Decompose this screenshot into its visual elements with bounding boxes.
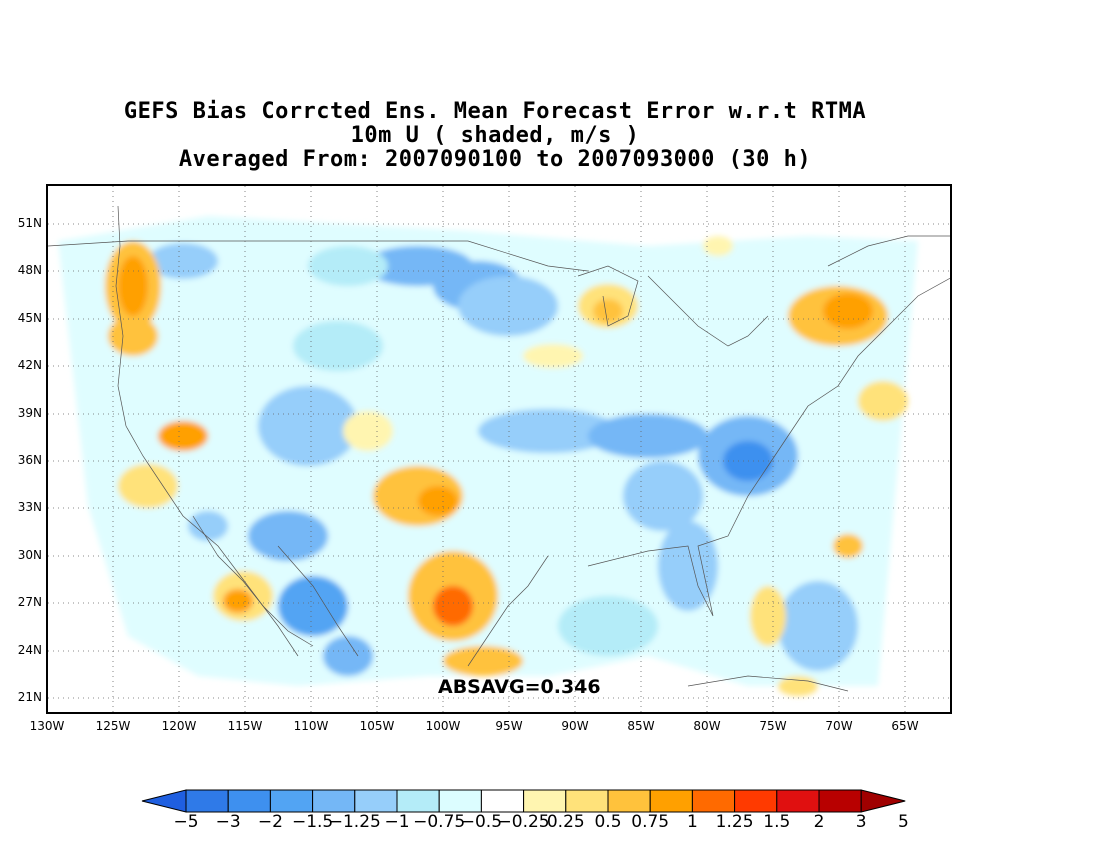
colorbar-label: −0.75	[413, 812, 466, 832]
lon-label: 80W	[693, 719, 721, 733]
lon-label: 95W	[495, 719, 523, 733]
lon-label: 105W	[359, 719, 395, 733]
colorbar-label: 3	[855, 812, 867, 832]
colorbar-label: −5	[173, 812, 199, 832]
title-line-3: Averaged From: 2007090100 to 2007093000 …	[178, 147, 812, 172]
map-plot-area	[46, 184, 952, 714]
colorbar-cell	[480, 789, 525, 813]
lon-label: 100W	[425, 719, 461, 733]
lat-label: 33N	[17, 500, 42, 514]
absavg-annotation: ABSAVG=0.346	[438, 676, 601, 698]
lat-label: 21N	[17, 690, 42, 704]
colorbar-label: −0.5	[460, 812, 503, 832]
colorbar-label: −2	[257, 812, 283, 832]
lon-label: 130W	[29, 719, 65, 733]
map-canvas	[48, 186, 950, 712]
lon-label: 90W	[561, 719, 589, 733]
colorbar-cell	[312, 789, 356, 813]
colorbar-label: −0.25	[497, 812, 550, 832]
lat-label: 42N	[17, 358, 42, 372]
colorbar-label: −1.5	[291, 812, 334, 832]
lat-label: 30N	[17, 548, 42, 562]
colorbar-label: −1	[384, 812, 410, 832]
colorbar-label: 1.5	[763, 812, 791, 832]
colorbar-cell	[438, 789, 482, 813]
colorbar-label: 1.25	[715, 812, 754, 832]
colorbar-label: −1.25	[328, 812, 381, 832]
lon-label: 115W	[227, 719, 263, 733]
colorbar	[141, 789, 906, 813]
colorbar-cell	[607, 789, 651, 813]
colorbar-cell	[185, 789, 229, 813]
colorbar-cell	[776, 789, 820, 813]
colorbar-cell	[818, 789, 862, 813]
lat-label: 48N	[17, 263, 42, 277]
colorbar-cell	[565, 789, 609, 813]
colorbar-cell	[354, 789, 398, 813]
lon-label: 70W	[825, 719, 853, 733]
colorbar-cell	[269, 789, 314, 813]
colorbar-label: 0.75	[631, 812, 670, 832]
lat-label: 36N	[17, 453, 42, 467]
lon-label: 110W	[293, 719, 329, 733]
lat-label: 51N	[17, 216, 42, 230]
shaded-field	[58, 216, 918, 696]
lon-label: 75W	[759, 719, 787, 733]
lon-label: 85W	[627, 719, 655, 733]
colorbar-label: 1	[686, 812, 698, 832]
colorbar-label: 0.5	[594, 812, 622, 832]
colorbar-cell	[649, 789, 693, 813]
coastlines	[48, 205, 950, 692]
colorbar-cell	[860, 789, 906, 813]
title-line-1: GEFS Bias Corrcted Ens. Mean Forecast Er…	[123, 99, 867, 124]
colorbar-cell	[523, 789, 567, 813]
colorbar-label: 2	[813, 812, 825, 832]
chart-title: GEFS Bias Corrcted Ens. Mean Forecast Er…	[0, 100, 990, 172]
colorbar-cell	[691, 789, 736, 813]
colorbar-cell	[227, 789, 271, 813]
lat-label: 45N	[17, 311, 42, 325]
lat-label: 27N	[17, 595, 42, 609]
colorbar-cell	[141, 789, 187, 813]
lat-label: 24N	[17, 643, 42, 657]
lon-label: 125W	[95, 719, 131, 733]
colorbar-label: 5	[897, 812, 909, 832]
title-line-2: 10m U ( shaded, m/s )	[350, 123, 640, 148]
colorbar-label: −3	[215, 812, 241, 832]
lon-label: 65W	[891, 719, 919, 733]
lat-label: 39N	[17, 406, 42, 420]
colorbar-label: 0.25	[546, 812, 585, 832]
graticule	[48, 186, 950, 712]
lon-label: 120W	[161, 719, 197, 733]
colorbar-cell	[396, 789, 440, 813]
colorbar-cell	[734, 789, 778, 813]
